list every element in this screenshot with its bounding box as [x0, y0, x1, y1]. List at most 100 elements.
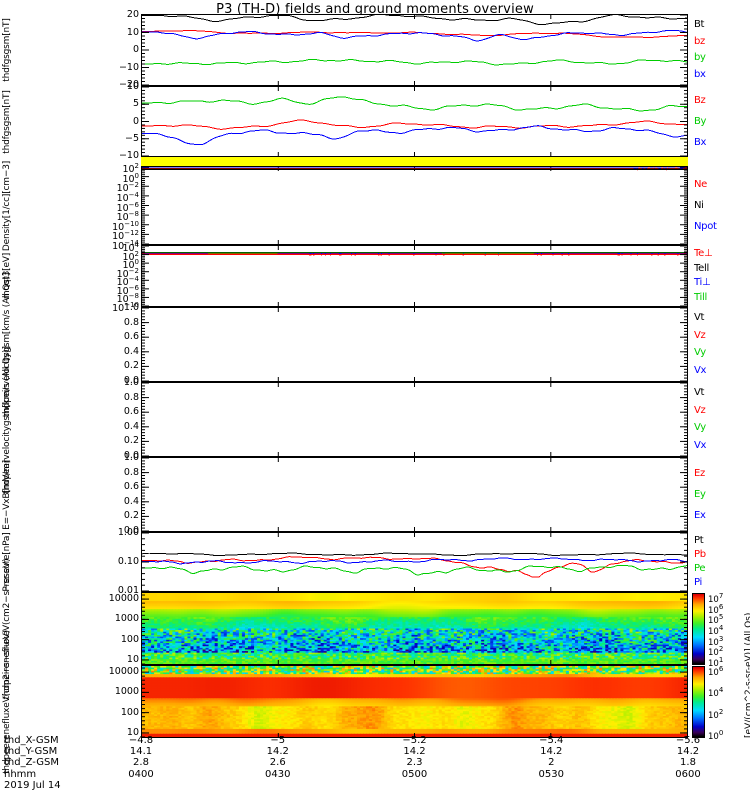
panel-efield [141, 457, 688, 532]
y-tick-label: 1.0 [123, 452, 139, 463]
y-tick-label: 0.4 [123, 495, 139, 507]
time-tick-value: 2.8 [133, 757, 149, 769]
axis-row-label: thd_Y-GSM [4, 746, 58, 758]
time-tick-value: 0500 [401, 768, 428, 780]
y-tick-label: 1000 [114, 686, 139, 698]
y-tick-marks-efield [141, 458, 149, 531]
y-tick-marks-peir-spectrogram [680, 594, 688, 664]
legend-label-ex: Ex [694, 509, 706, 521]
y-tick-label: 10−12 [112, 229, 139, 243]
colorbar-tick-label: 106 [708, 602, 724, 616]
y-axis-title-peer-velocity: thd peer velocity gsm [km/s (All Qs)] [2, 345, 13, 494]
legend-label-tell: Tell [694, 262, 709, 274]
panel-peir-velocity [141, 307, 688, 382]
y-axis-efield: 1.0 0.8 0.6 0.4 0.2 0.0 [60, 453, 139, 536]
y-tick-label: 0.6 [123, 331, 139, 343]
y-tick-label: 10−4 [116, 190, 139, 205]
legend-label-vx: Vx [694, 439, 707, 451]
plot-area-density [142, 167, 687, 244]
plot-area-temperature [142, 246, 687, 306]
y-tick-label: 104 [122, 241, 139, 255]
plot-area-peir-spectrogram [142, 593, 687, 664]
y-tick-marks-density [141, 167, 149, 244]
y-tick-label: 0 [132, 44, 139, 55]
plot-area-peer-velocity [277, 383, 552, 456]
time-tick-value: −5 [270, 735, 286, 746]
y-axis-density: 102 100 10−2 10−4 10−6 10−8 10−10 10−12 10−14 [60, 162, 139, 251]
time-tick-value: 0600 [675, 768, 701, 780]
y-tick-label: 0.2 [123, 510, 139, 522]
legend-label-bx: bx [694, 69, 706, 81]
legend-label-bz: bz [694, 35, 705, 47]
legend-label-vy: Vy [694, 347, 706, 359]
legend-label-till: Till [694, 291, 707, 303]
colorbar-unit-label: [eV/(cm^2-s-sr-eV)] (All Qs) [744, 612, 750, 738]
y-tick-label: 0.4 [123, 345, 139, 357]
colorbar-tick-label: 101 [708, 656, 724, 669]
y-axis-peer-spectrogram: 10000 1000 100 10 [60, 666, 139, 737]
y-tick-label: 0.4 [123, 420, 139, 432]
panel-pressure [141, 532, 688, 592]
axis-row-label: thd_Z-GSM [4, 757, 59, 769]
panel-peir-spectrogram [141, 592, 688, 665]
legend-label-vt: Vt [694, 312, 705, 324]
peir-colorbar [692, 593, 705, 665]
y-tick-marks-efield [680, 458, 688, 531]
legend-label-te: Te⊥ [694, 248, 713, 260]
legend-label-by: by [694, 52, 706, 64]
time-tick-value: 0400 [128, 768, 154, 780]
y-tick-label: 100 [120, 633, 139, 645]
panel-density [141, 166, 688, 245]
legend-label-pe: Pe [694, 562, 706, 574]
time-tick-value: −5.4 [539, 735, 564, 746]
y-tick-label: 10 [126, 81, 139, 92]
legend-label-pb: Pb [694, 549, 706, 561]
y-tick-label: 102 [122, 249, 139, 263]
legend-label-ne: Ne [694, 178, 708, 190]
plot-area-fgs-gsm-components [142, 87, 687, 156]
legend-label-bx: Bx [694, 136, 707, 148]
time-tick-value: 2.6 [269, 757, 286, 769]
y-tick-label: 10 [126, 726, 139, 738]
legend-label-bt: Bt [694, 18, 705, 30]
colorbar-tick-label: 107 [708, 592, 724, 605]
y-tick-marks-density [680, 167, 688, 244]
legend-label-vy: Vy [694, 422, 706, 434]
y-tick-label: 100 [120, 706, 139, 718]
panel-peer-spectrogram [141, 665, 688, 738]
y-axis-fgs-gsm-btotal: 20 10 0 −10 −20 [60, 10, 139, 90]
plot-area-peer-spectrogram [142, 666, 687, 737]
y-tick-marks-fgs-gsm-components [141, 87, 149, 156]
y-tick-label: 10−8 [116, 210, 139, 224]
y-tick-label: 0.8 [123, 466, 139, 478]
colorbar-tick-label: 102 [708, 707, 724, 721]
y-tick-marks-fgs-gsm-btotal [141, 15, 149, 85]
y-axis-peir-spectrogram: 10000 1000 100 10 [60, 593, 139, 664]
time-tick-column: −5.4 14.2 2 0530 [521, 735, 581, 780]
panel-peer-velocity [141, 382, 688, 457]
y-axis-peir-velocity: 1.0 0.8 0.6 0.4 0.2 0.0 [60, 303, 139, 386]
y-tick-label: 10−10 [112, 219, 139, 233]
y-tick-label: 0.8 [123, 391, 139, 403]
y-tick-marks-temperature [141, 246, 149, 306]
time-tick-value: 14.2 [540, 746, 563, 758]
y-tick-label: 10 [126, 653, 139, 665]
y-tick-label: 10000 [108, 666, 139, 678]
legend-label-pi: Pi [694, 576, 702, 588]
y-tick-label: 5 [132, 98, 139, 110]
panel-fgs-gsm-components [141, 86, 688, 157]
y-tick-marks-peer-spectrogram [141, 667, 149, 737]
y-tick-label: 10−4 [116, 275, 139, 289]
y-tick-label: 0.10 [117, 556, 139, 567]
legend-label-ey: Ey [694, 488, 706, 500]
y-tick-label: 0.6 [123, 406, 139, 418]
y-tick-label: 1.0 [123, 377, 139, 388]
y-tick-label: 10−8 [116, 292, 139, 306]
y-axis-peer-velocity: 1.0 0.8 0.6 0.4 0.2 0.0 [60, 378, 139, 461]
y-tick-label: 10−14 [112, 239, 139, 253]
time-tick-value: −5.6 [675, 735, 701, 746]
y-tick-label: 102 [122, 162, 139, 176]
legend-label-ti: Ti⊥ [694, 277, 711, 289]
plot-area-efield [277, 458, 552, 531]
